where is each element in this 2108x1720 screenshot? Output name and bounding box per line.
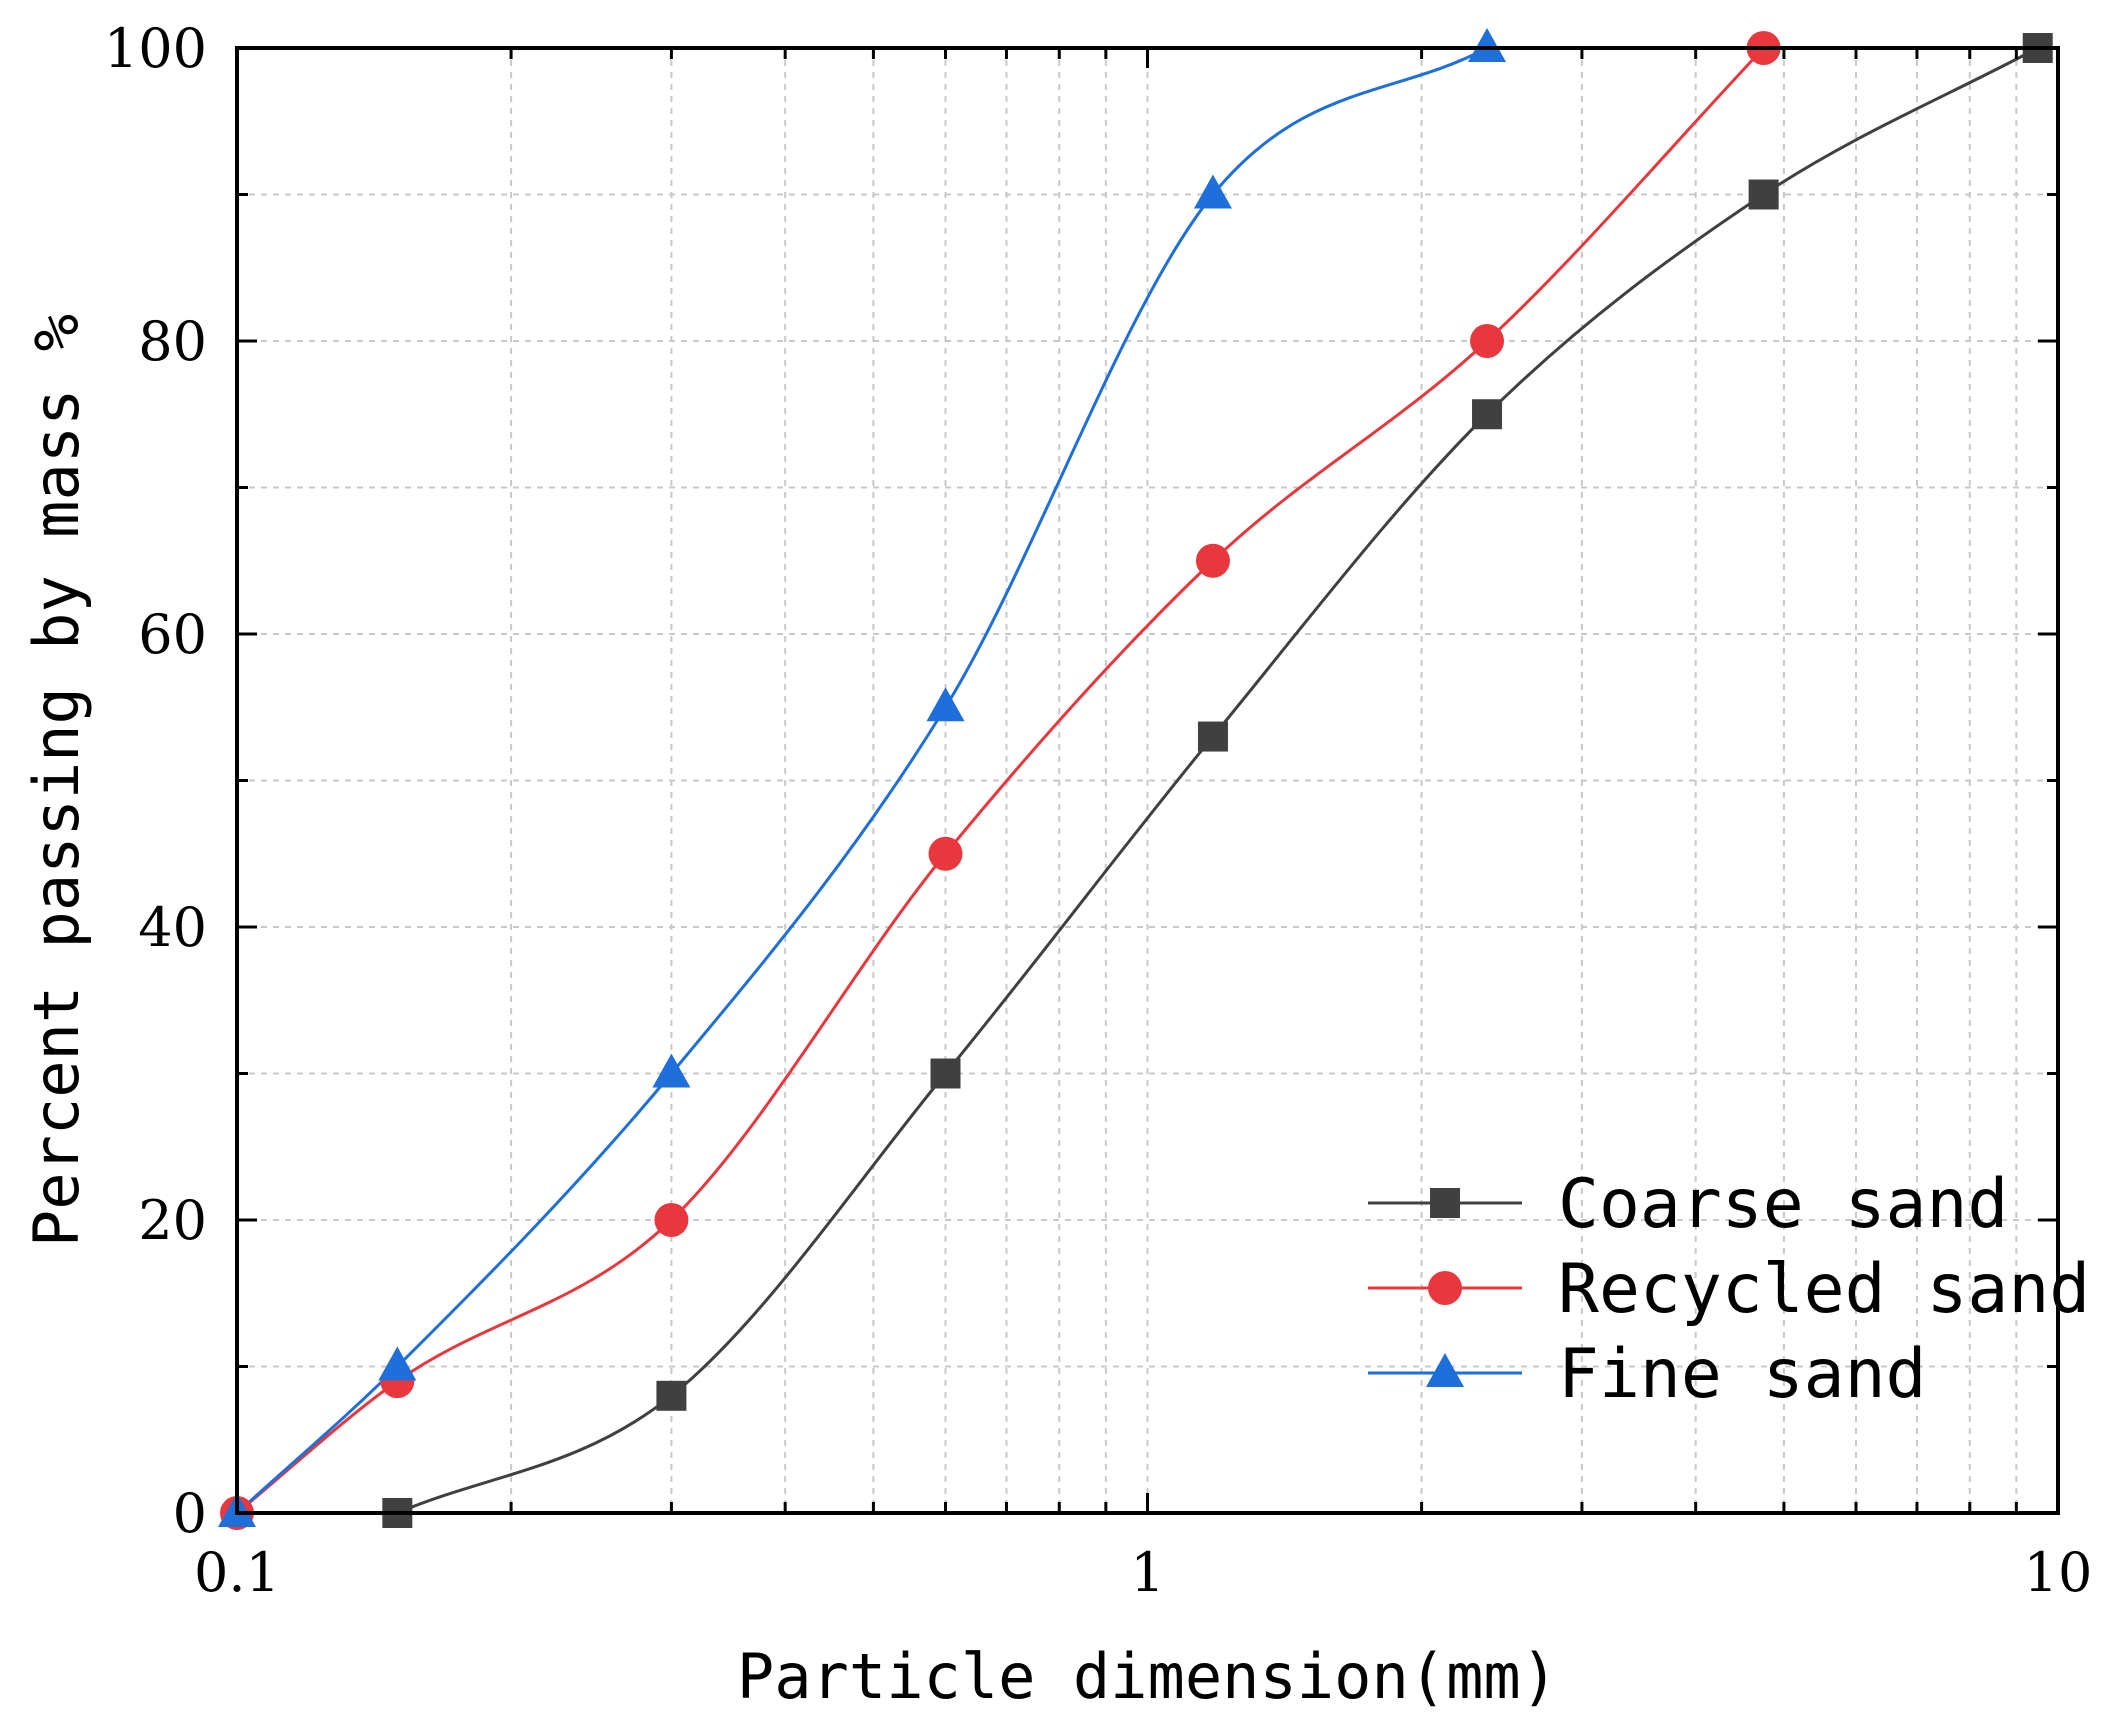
fine-sand-point xyxy=(926,687,965,722)
y-tick-label: 80 xyxy=(138,310,207,373)
coarse-sand-point xyxy=(1197,721,1228,752)
x-axis-title: Particle dimension(mm) xyxy=(737,1640,1558,1713)
y-tick-label: 0 xyxy=(173,1482,207,1545)
fine-sand-line xyxy=(235,46,1488,1515)
y-tick-label: 100 xyxy=(104,17,207,80)
tick-marks xyxy=(235,46,2060,1515)
recycled-sand-point xyxy=(654,1203,689,1237)
y-axis-title: Percent passing by mass % xyxy=(20,314,93,1247)
y-tick-label: 40 xyxy=(138,896,207,959)
legend-coarse-sand-label: Coarse sand xyxy=(1558,1165,2008,1244)
fine-sand-point xyxy=(1193,174,1232,209)
fine-sand-point xyxy=(1468,28,1507,62)
recycled-sand-point xyxy=(1470,324,1505,358)
grid-layer xyxy=(237,48,2058,1513)
x-tick-label: 0.1 xyxy=(194,1541,280,1604)
coarse-sand-point xyxy=(656,1380,687,1411)
legend-fine-sand-marker xyxy=(1426,1353,1464,1387)
fine-sand-point xyxy=(378,1346,417,1381)
coarse-sand-point xyxy=(1748,179,1779,210)
y-tick-label: 60 xyxy=(138,603,207,666)
coarse-sand-point xyxy=(1472,399,1503,430)
legend-recycled-sand-marker xyxy=(1428,1271,1462,1305)
recycled-sand-point xyxy=(928,836,963,871)
legend-fine-sand-label: Fine sand xyxy=(1558,1335,1926,1414)
x-tick-label: 1 xyxy=(1130,1541,1164,1604)
legend-recycled-sand-label: Recycled sand xyxy=(1558,1250,2090,1329)
y-tick-label: 20 xyxy=(138,1189,207,1252)
fine-sand-point xyxy=(652,1053,691,1088)
x-tick-label: 10 xyxy=(2024,1541,2093,1604)
coarse-sand-point xyxy=(930,1058,961,1089)
legend-coarse-sand-marker xyxy=(1430,1188,1460,1218)
recycled-sand-point xyxy=(1195,543,1230,578)
